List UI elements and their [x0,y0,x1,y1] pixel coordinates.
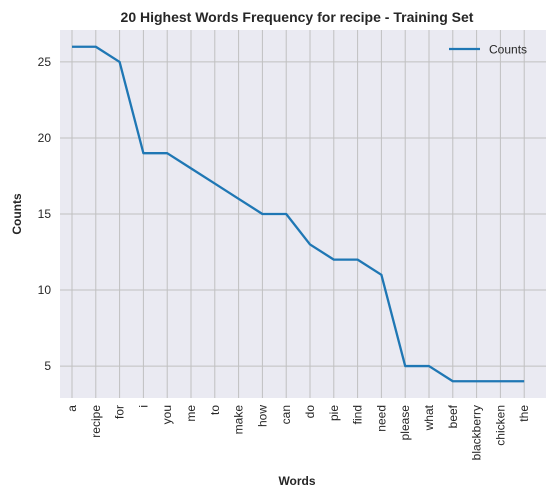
x-tick-label: for [113,405,127,419]
y-tick-label: 5 [44,359,51,373]
x-tick-label: please [398,405,412,441]
series-line-counts [72,45,525,383]
legend-label-counts: Counts [489,43,527,57]
legend: Counts [449,43,527,57]
x-tick-label: can [279,405,293,424]
y-tick-label: 20 [38,131,52,145]
x-tick-label: beef [446,404,460,428]
x-tick-label: blackberry [470,405,484,460]
x-tick-label: a [65,405,79,412]
x-tick-label: make [232,405,246,435]
x-tick-label: to [208,405,222,415]
x-tick-label: how [255,405,269,427]
x-tick-label: chicken [493,405,507,446]
y-tick-label: 15 [38,207,52,221]
x-axis-label: Words [278,474,315,488]
y-tick-label: 10 [38,283,52,297]
x-tick-label: the [517,405,531,422]
x-ticks: a recipe for i you me to make how can do pie find nee… [65,404,531,460]
y-tick-label: 25 [38,55,52,69]
chart-title: 20 Highest Words Frequency for recipe - … [121,9,474,25]
x-tick-label: what [422,404,436,431]
series-points [71,46,525,382]
x-tick-label: need [374,405,388,432]
x-tick-label: i [136,405,150,408]
y-ticks: 5 10 15 20 25 [38,55,52,373]
x-tick-label: find [351,405,365,424]
x-tick-label: recipe [89,405,103,438]
x-tick-label: do [303,405,317,419]
y-axis-label: Counts [10,193,24,235]
x-tick-label: me [184,405,198,422]
x-tick-label: pie [327,405,341,421]
x-tick-label: you [160,405,174,424]
